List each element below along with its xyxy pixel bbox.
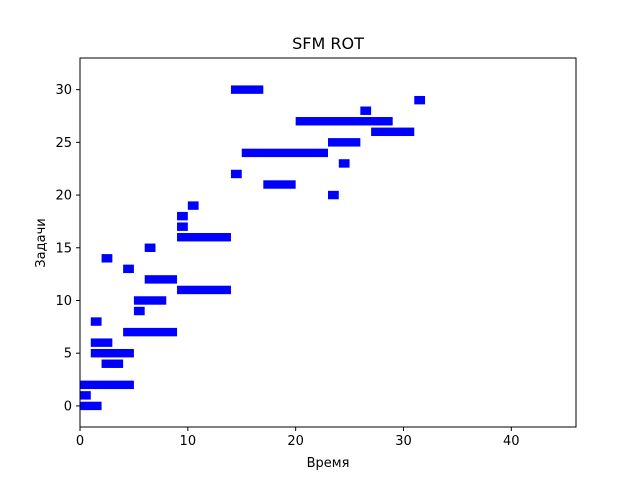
task-bar xyxy=(144,243,156,252)
task-bar xyxy=(133,296,167,305)
task-bar xyxy=(90,338,113,347)
task-bar xyxy=(90,317,102,326)
x-axis-label: Время xyxy=(307,456,350,471)
task-bar xyxy=(187,201,199,210)
task-bar xyxy=(123,264,134,274)
task-bar xyxy=(360,106,372,115)
task-bar xyxy=(101,254,113,263)
task-bar xyxy=(177,285,231,295)
x-axis-ticks: 0 10 20 30 40 xyxy=(76,427,520,449)
task-bar xyxy=(144,275,178,284)
y-tick-label: 5 xyxy=(64,347,72,362)
x-tick-label: 10 xyxy=(180,434,197,449)
task-bar xyxy=(80,401,102,411)
task-bar xyxy=(80,391,91,400)
task-bar xyxy=(338,159,350,168)
y-tick-label: 25 xyxy=(55,136,72,151)
task-bar xyxy=(414,95,426,105)
task-bar xyxy=(263,180,296,189)
task-bar xyxy=(101,359,124,368)
task-bar xyxy=(123,327,178,337)
task-bar xyxy=(133,306,145,316)
y-tick-label: 20 xyxy=(55,189,72,204)
task-bar xyxy=(371,127,415,137)
task-bar xyxy=(295,117,393,126)
task-bar xyxy=(90,348,134,358)
task-bar xyxy=(80,380,134,390)
y-tick-label: 10 xyxy=(55,294,72,309)
task-bar xyxy=(177,222,188,231)
chart-title: SFM ROT xyxy=(292,34,364,53)
x-tick-label: 20 xyxy=(287,434,304,449)
task-bar xyxy=(177,233,231,242)
bars-group xyxy=(80,85,426,411)
task-bar xyxy=(328,190,339,200)
y-tick-label: 30 xyxy=(55,83,72,98)
x-tick-label: 0 xyxy=(76,434,84,449)
task-bar xyxy=(230,85,264,94)
y-axis-label: Задачи xyxy=(34,218,49,267)
x-tick-label: 40 xyxy=(503,434,520,449)
task-bar xyxy=(328,138,361,147)
plot-area-frame xyxy=(79,57,577,428)
task-bar xyxy=(241,148,328,158)
y-axis-ticks: 0 5 10 15 20 25 30 xyxy=(55,83,80,414)
task-bar xyxy=(177,211,188,221)
task-bar xyxy=(230,169,242,179)
y-tick-label: 15 xyxy=(55,241,72,256)
x-tick-label: 30 xyxy=(395,434,412,449)
y-tick-label: 0 xyxy=(64,399,72,414)
